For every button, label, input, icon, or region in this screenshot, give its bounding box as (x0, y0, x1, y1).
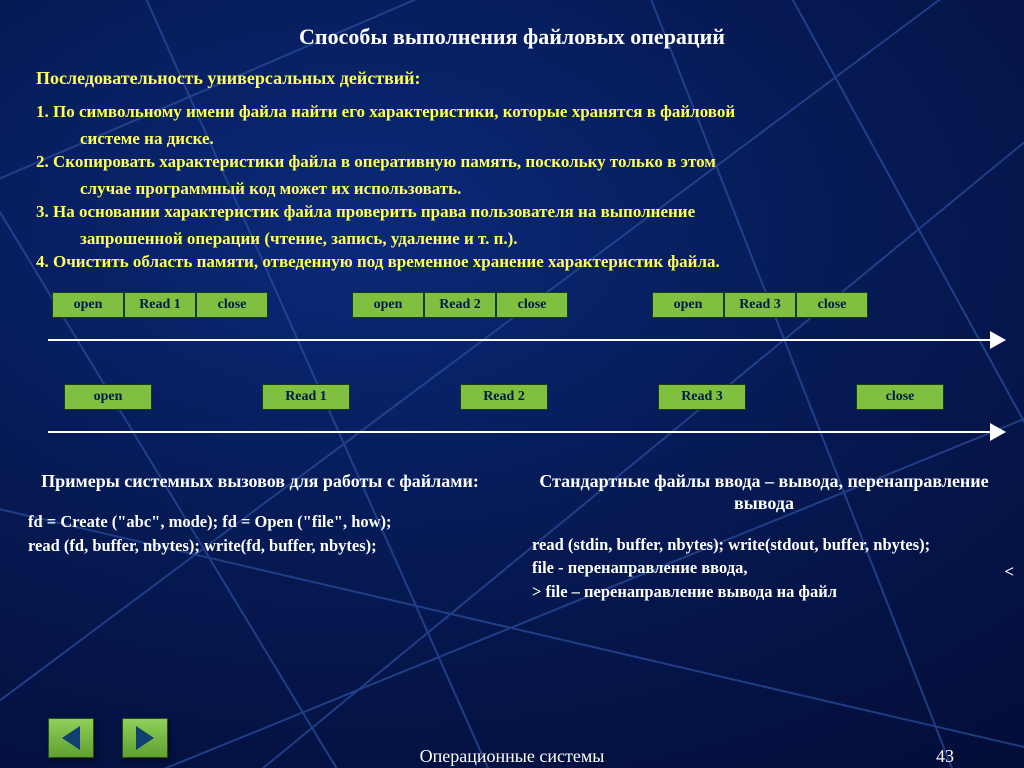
footer-title: Операционные системы (0, 746, 1024, 767)
right-col-body: read (stdin, buffer, nbytes); write(stdo… (532, 533, 996, 605)
op-box: close (796, 292, 868, 318)
lt-symbol: < (1004, 562, 1014, 582)
steps-list: 1. По символьному имени файла найти его … (36, 101, 996, 274)
slide-title: Способы выполнения файловых операций (28, 24, 996, 50)
left-col-title: Примеры системных вызовов для работы с ф… (28, 470, 492, 493)
op-box: Read 3 (658, 384, 746, 410)
op-box: close (856, 384, 944, 410)
op-box: Read 1 (262, 384, 350, 410)
step-line: 2. Скопировать характеристики файла в оп… (36, 152, 716, 171)
op-box: Read 2 (460, 384, 548, 410)
step-line: 1. По символьному имени файла найти его … (36, 102, 735, 121)
step-line: 3. На основании характеристик файла пров… (36, 202, 695, 221)
timeline-arrow (48, 420, 1024, 444)
slide-subtitle: Последовательность универсальных действи… (36, 68, 996, 89)
op-box: Read 3 (724, 292, 796, 318)
timeline-arrow (48, 328, 1024, 352)
step-line: 4. Очистить область памяти, отведенную п… (36, 252, 720, 271)
op-box: open (52, 292, 124, 318)
op-box: open (652, 292, 724, 318)
left-col-body: fd = Create ("abc", mode); fd = Open ("f… (28, 510, 492, 558)
op-box: close (496, 292, 568, 318)
step-cont: случае программный код может их использо… (80, 179, 461, 198)
timeline-1: open Read 1 close open Read 2 close open… (28, 292, 996, 444)
op-box: Read 2 (424, 292, 496, 318)
step-cont: запрошенной операции (чтение, запись, уд… (80, 229, 518, 248)
op-box: open (352, 292, 424, 318)
right-col-title: Стандартные файлы ввода – вывода, перена… (532, 470, 996, 515)
op-box: Read 1 (124, 292, 196, 318)
step-cont: системе на диске. (80, 129, 214, 148)
op-box: open (64, 384, 152, 410)
page-number: 43 (936, 746, 954, 767)
op-box: close (196, 292, 268, 318)
